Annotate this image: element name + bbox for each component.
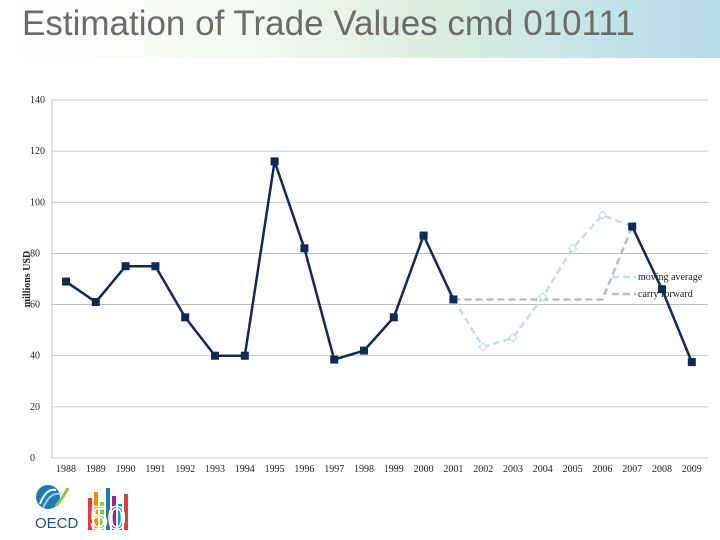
oecd-50-logo: OECD 50	[35, 485, 128, 532]
data-point	[537, 292, 548, 302]
series-line	[452, 213, 633, 349]
data-point	[121, 262, 130, 271]
data-point	[478, 341, 489, 352]
y-tick-label: 120	[30, 146, 45, 157]
x-tick-label: 2002	[473, 464, 493, 475]
data-point	[658, 285, 666, 294]
data-point	[300, 244, 309, 253]
y-tick-label: 140	[30, 95, 45, 106]
data-point	[628, 222, 637, 231]
data-point	[360, 346, 368, 355]
x-tick-label: 1988	[56, 464, 76, 475]
x-tick-label: 2009	[682, 464, 702, 475]
data-point	[687, 358, 696, 367]
legend: moving average carry forward	[612, 272, 703, 300]
x-tick-label: 2001	[443, 464, 463, 475]
oecd-wordmark: OECD	[35, 515, 79, 532]
x-tick-label: 1992	[175, 464, 195, 475]
anniversary-number: 50	[90, 500, 126, 532]
data-point	[91, 298, 100, 307]
color-bars-icon	[88, 488, 128, 530]
y-tick-label: 40	[30, 351, 40, 362]
x-tick-label: 1997	[324, 464, 344, 475]
series-2	[448, 210, 638, 352]
data-point	[389, 313, 398, 322]
series-line	[65, 160, 455, 362]
data-point	[330, 355, 339, 364]
data-point	[567, 243, 578, 254]
x-tick-label: 2007	[622, 464, 642, 475]
data-point	[508, 332, 518, 343]
data-point	[240, 351, 249, 360]
x-tick-label: 1998	[354, 464, 374, 475]
series-line	[453, 226, 634, 301]
series-3	[453, 226, 634, 301]
x-tick-label: 1995	[265, 464, 285, 475]
series-1	[62, 157, 696, 367]
title-banner	[0, 0, 720, 58]
legend-label: carry forward	[638, 289, 693, 300]
x-tick-label: 1993	[205, 464, 225, 475]
x-tick-label: 1996	[294, 464, 314, 475]
y-tick-label: 60	[30, 300, 40, 311]
gridlines	[51, 99, 708, 459]
x-axis-ticks: 1988 1989 1990 1991 1992 1993 1994 1995 1996 1997…	[56, 464, 702, 475]
x-tick-label: 2000	[414, 464, 434, 475]
y-axis-ticks: 0 20 40 60 80 100 120 140	[30, 95, 45, 464]
x-tick-label: 2005	[563, 464, 583, 475]
legend-label: moving average	[638, 272, 703, 283]
y-tick-label: 80	[30, 248, 40, 259]
x-tick-label: 1990	[116, 464, 136, 475]
series-layer	[62, 157, 696, 367]
x-tick-label: 1991	[145, 464, 165, 475]
data-point	[211, 351, 219, 360]
x-tick-label: 2006	[592, 464, 612, 475]
x-tick-label: 2008	[652, 464, 672, 475]
data-point	[62, 277, 70, 286]
x-tick-label: 1999	[384, 464, 404, 475]
y-axis-label: millions USD	[22, 251, 33, 307]
data-point	[597, 210, 608, 220]
data-point	[151, 262, 160, 271]
x-tick-label: 2004	[533, 464, 553, 475]
data-point	[419, 231, 428, 240]
y-tick-label: 0	[30, 453, 35, 464]
x-tick-label: 2003	[503, 464, 523, 475]
y-tick-label: 100	[30, 197, 45, 208]
y-tick-label: 20	[30, 402, 40, 413]
oecd-globe-icon	[36, 485, 70, 509]
x-tick-label: 1989	[86, 464, 106, 475]
page-title: Estimation of Trade Values cmd 010111	[22, 4, 635, 43]
data-point	[449, 295, 458, 304]
data-point	[181, 313, 190, 322]
x-tick-label: 1994	[235, 464, 255, 475]
data-point	[270, 157, 279, 166]
